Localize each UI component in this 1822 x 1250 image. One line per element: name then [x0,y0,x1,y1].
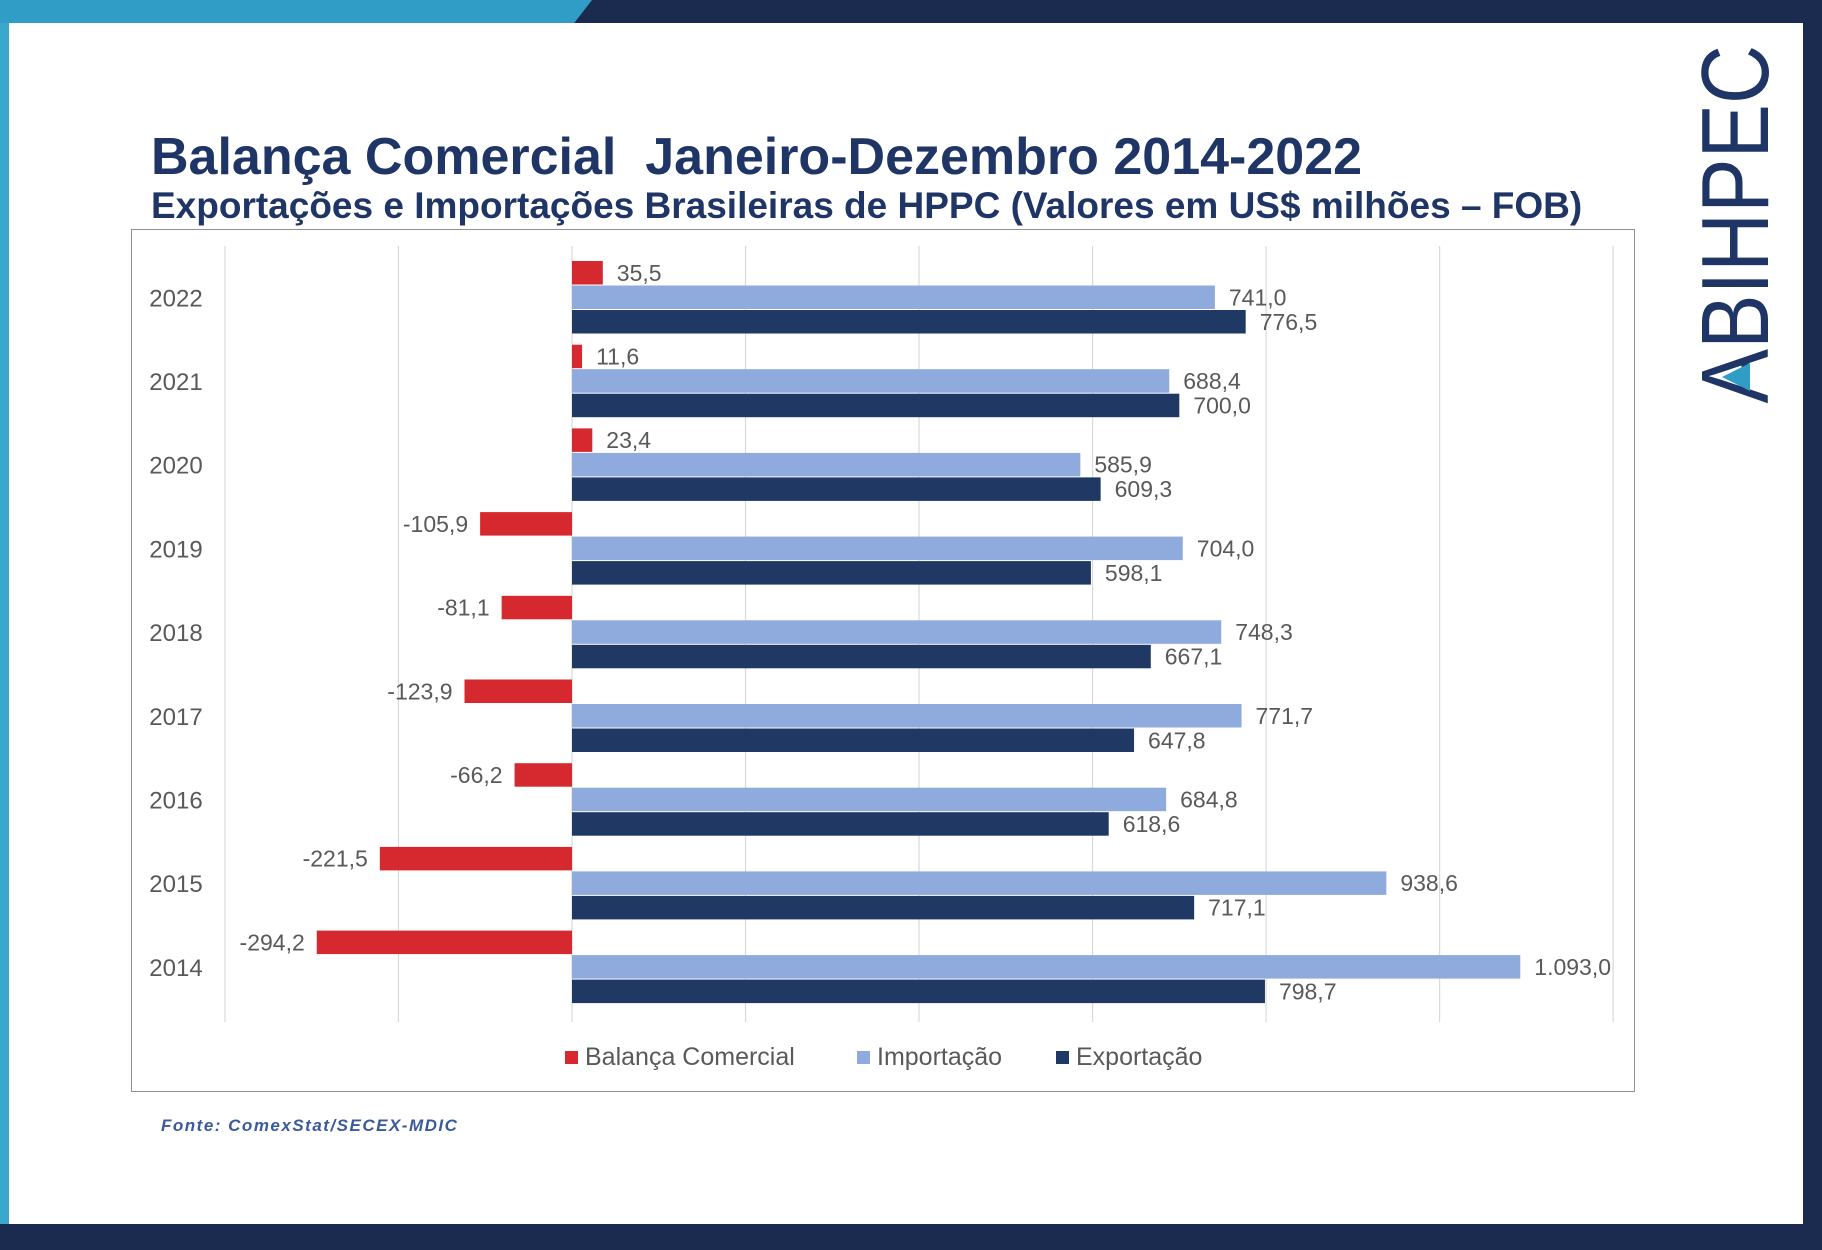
bar-balance-2017 [464,679,572,703]
year-label-2018: 2018 [149,620,202,647]
year-label-2019: 2019 [149,536,202,563]
right-frame-strip [1803,0,1822,1250]
year-label-2020: 2020 [149,453,202,480]
legend-swatch-import [857,1050,870,1064]
data-label-import-2018: 748,3 [1235,619,1293,645]
source-note: Fonte: ComexStat/SECEX-MDIC [161,1116,459,1135]
data-label-import-2022: 741,0 [1229,284,1287,310]
data-label-import-2014: 1.093,0 [1534,954,1611,980]
legend-label-import: Importação [877,1043,1003,1071]
data-label-balance-2018: -81,1 [437,595,489,621]
page-title: Balança Comercial Janeiro-Dezembro 2014-… [151,128,1363,186]
bar-import-2020 [572,452,1081,477]
bar-import-2017 [572,704,1242,728]
bar-export-2022 [572,310,1246,334]
data-label-export-2017: 647,8 [1148,727,1206,753]
data-label-balance-2022: 35,5 [617,260,662,286]
bar-export-2017 [572,728,1135,752]
data-label-import-2021: 688,4 [1183,368,1241,394]
data-label-import-2015: 938,6 [1400,870,1458,896]
bottom-frame-bar [0,1224,1822,1250]
bar-import-2022 [572,285,1215,309]
bar-balance-2020 [572,428,593,452]
legend-label-balance: Balança Comercial [585,1043,795,1071]
bar-import-2015 [572,871,1387,895]
data-label-balance-2021: 11,6 [596,343,639,369]
legend-item-balance: Balança Comercial [565,1043,795,1071]
data-label-export-2015: 717,1 [1208,895,1266,921]
data-label-import-2019: 704,0 [1197,535,1255,561]
data-label-balance-2019: -105,9 [403,511,468,537]
page-subtitle: Exportações e Importações Brasileiras de… [151,185,1583,226]
data-label-import-2017: 771,7 [1256,703,1314,729]
bar-export-2015 [572,895,1195,920]
legend-item-import: Importação [857,1043,1002,1071]
chart-frame [131,229,1635,1092]
data-label-balance-2020: 23,4 [606,427,651,453]
data-label-import-2020: 585,9 [1094,452,1152,478]
year-label-2016: 2016 [149,787,202,814]
bar-import-2019 [572,536,1183,561]
data-label-balance-2014: -294,2 [240,929,305,955]
data-label-export-2020: 609,3 [1115,476,1173,502]
left-frame-strip [0,23,9,1224]
data-label-export-2018: 667,1 [1165,644,1223,670]
legend-item-export: Exportação [1056,1043,1202,1071]
data-label-export-2019: 598,1 [1105,560,1163,586]
bar-balance-2015 [379,846,572,871]
bar-export-2019 [572,561,1091,585]
legend-swatch-export [1056,1050,1069,1064]
year-label-2015: 2015 [149,871,202,898]
bar-import-2014 [572,955,1521,979]
bar-export-2014 [572,979,1265,1004]
legend-label-export: Exportação [1076,1043,1203,1071]
bar-balance-2014 [316,930,572,955]
data-label-balance-2016: -66,2 [450,762,502,788]
legend-swatch-balance [565,1050,578,1064]
bar-export-2018 [572,644,1151,669]
bar-import-2018 [572,620,1222,644]
logo-mark-icon [1722,363,1750,391]
data-label-balance-2017: -123,9 [387,678,452,704]
data-label-balance-2015: -221,5 [303,846,368,872]
data-label-export-2021: 700,0 [1193,392,1251,418]
top-frame-accent [0,0,592,23]
data-label-import-2016: 684,8 [1180,786,1238,812]
bar-balance-2019 [480,512,572,536]
data-label-export-2014: 798,7 [1279,978,1337,1004]
bar-export-2016 [572,812,1109,836]
year-label-2021: 2021 [149,369,202,396]
data-label-export-2022: 776,5 [1260,309,1318,335]
bar-export-2020 [572,477,1101,501]
bar-balance-2021 [572,344,583,369]
year-label-2014: 2014 [149,955,202,982]
bar-import-2016 [572,787,1167,812]
bar-export-2021 [572,393,1180,418]
bar-balance-2016 [514,763,572,787]
year-label-2022: 2022 [149,285,202,312]
bar-balance-2022 [572,261,603,285]
data-label-export-2016: 618,6 [1123,811,1181,837]
bar-import-2021 [572,369,1170,393]
bar-balance-2018 [501,595,572,620]
year-label-2017: 2017 [149,704,202,731]
